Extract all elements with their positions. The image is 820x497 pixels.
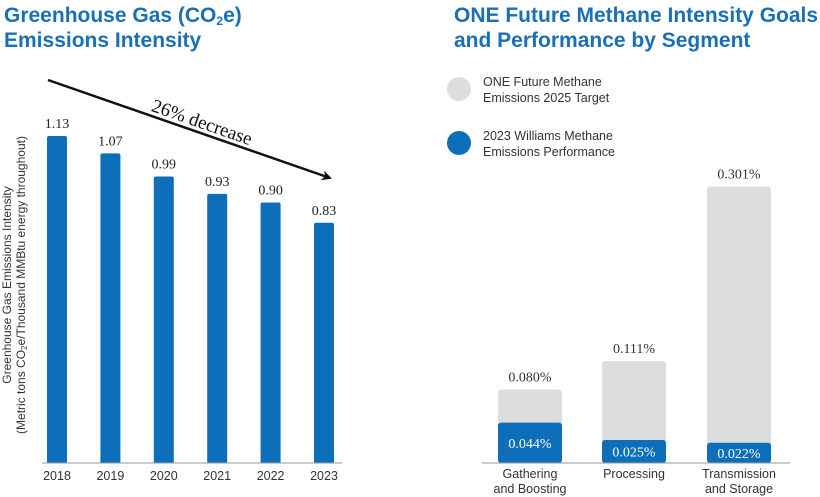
performance-bar-transmission-and-storage: [707, 442, 771, 463]
performance-value-label-gathering-and-boosting: 0.044%: [508, 437, 552, 452]
right-title-line1: ONE Future Methane Intensity Goals: [454, 4, 819, 27]
legend-swatch-performance: [447, 131, 471, 155]
category-transmission-line2: and Storage: [704, 482, 774, 496]
target-bar-transmission-and-storage: [707, 186, 771, 463]
bar-2021: [207, 193, 228, 463]
right-title-line2: and Performance by Segment: [454, 29, 751, 52]
performance-bar-processing: [602, 440, 666, 463]
target-value-label-transmission-and-storage: 0.301%: [717, 168, 761, 183]
category-transmission-line1: Transmission: [702, 467, 776, 481]
target-value-label-processing: 0.111%: [613, 342, 655, 357]
bar-2019: [100, 153, 121, 464]
decrease-annotation: 26% decrease: [149, 96, 255, 150]
x-tick-label-2023: 2023: [310, 469, 338, 483]
left-title-line2: Emissions Intensity: [4, 29, 202, 52]
bar-2018: [47, 135, 67, 463]
decrease-arrow: [47, 78, 332, 181]
x-tick-label-2020: 2020: [150, 469, 178, 483]
category-gathering-line1: Gathering: [502, 467, 558, 481]
performance-value-label-transmission-and-storage: 0.022%: [717, 447, 761, 462]
category-processing-line1: Processing: [603, 467, 665, 481]
performance-value-label-processing: 0.025%: [612, 446, 656, 461]
x-tick-label-2022: 2022: [257, 469, 285, 483]
bar-value-label-2022: 0.90: [258, 184, 283, 199]
left-title-part2: e): [223, 4, 242, 27]
bar-value-label-2021: 0.93: [205, 175, 230, 190]
x-tick-label-2021: 2021: [203, 469, 231, 483]
performance-bar-gathering-and-boosting: [498, 422, 562, 463]
legend-entry-target: ONE Future Methane Emissions 2025 Target: [483, 74, 609, 106]
category-label-processing: Processing: [574, 467, 694, 482]
bar-value-label-2019: 1.07: [98, 134, 123, 149]
legend-swatch-target: [447, 77, 471, 101]
category-label-transmission: Transmission and Storage: [679, 467, 799, 497]
category-label-gathering: Gathering and Boosting: [470, 467, 590, 497]
left-chart-title: Greenhouse Gas (CO2e) Emissions Intensit…: [4, 3, 242, 53]
legend-performance-line1: 2023 Williams Methane: [483, 129, 613, 143]
target-bar-processing: [602, 361, 666, 463]
legend-target-line2: Emissions 2025 Target: [483, 91, 610, 105]
right-bar-chart: 0.080% 0.044% 0.111% 0.025% 0.301% 0.022%: [498, 168, 771, 463]
bar-2022: [260, 202, 281, 464]
x-tick-label-2018: 2018: [43, 469, 71, 483]
x-tick-label-2019: 2019: [96, 469, 124, 483]
left-title-subscript: 2: [216, 14, 224, 28]
legend-performance-line2: Emissions Performance: [483, 145, 615, 159]
legend-entry-performance: 2023 Williams Methane Emissions Performa…: [483, 128, 615, 160]
left-title-part1: Greenhouse Gas (CO: [4, 4, 217, 27]
bar-2023: [314, 222, 334, 463]
bar-value-label-2023: 0.83: [312, 204, 337, 219]
bar-value-label-2020: 0.99: [152, 157, 177, 172]
target-value-label-gathering-and-boosting: 0.080%: [508, 371, 552, 386]
left-bar-chart: 1.13 2018 1.07 2019 0.99 2020 0.93 2021 0.90 2022…: [43, 117, 338, 483]
category-gathering-line2: and Boosting: [493, 482, 567, 496]
right-chart-title: ONE Future Methane Intensity Goals and P…: [454, 3, 818, 53]
bar-value-label-2018: 1.13: [45, 117, 70, 132]
legend-target-line1: ONE Future Methane: [483, 75, 602, 89]
bar-2020: [153, 176, 174, 463]
